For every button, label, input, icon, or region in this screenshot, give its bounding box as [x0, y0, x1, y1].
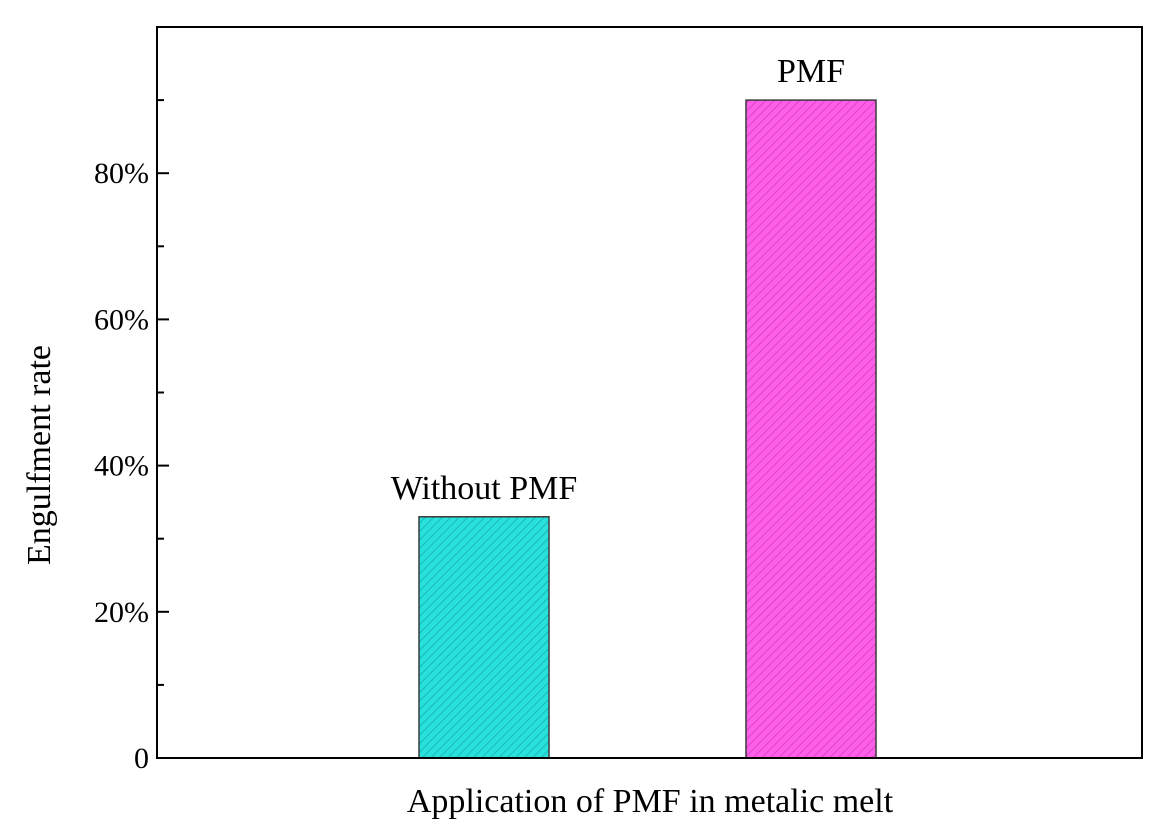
y-axis-title: Engulfment rate [21, 345, 58, 565]
bar-pmf [745, 99, 877, 759]
bars [418, 99, 877, 759]
y-axis-ticks [157, 99, 169, 759]
bar-category-label: Without PMF [391, 470, 578, 507]
x-axis-title: Application of PMF in metalic melt [407, 783, 894, 820]
y-tick-label: 60% [94, 303, 149, 336]
y-tick-label: 20% [94, 596, 149, 629]
plot-frame [156, 26, 1143, 759]
y-tick-label: 0 [134, 742, 149, 775]
bar-category-label: PMF [777, 53, 845, 90]
y-tick-label: 80% [94, 157, 149, 190]
bar-labels: Without PMF PMF [391, 53, 845, 507]
y-axis-tick-labels: 0 20% 40% 60% 80% [94, 157, 149, 775]
bar-without-pmf [418, 516, 550, 759]
y-tick-label: 40% [94, 450, 149, 483]
